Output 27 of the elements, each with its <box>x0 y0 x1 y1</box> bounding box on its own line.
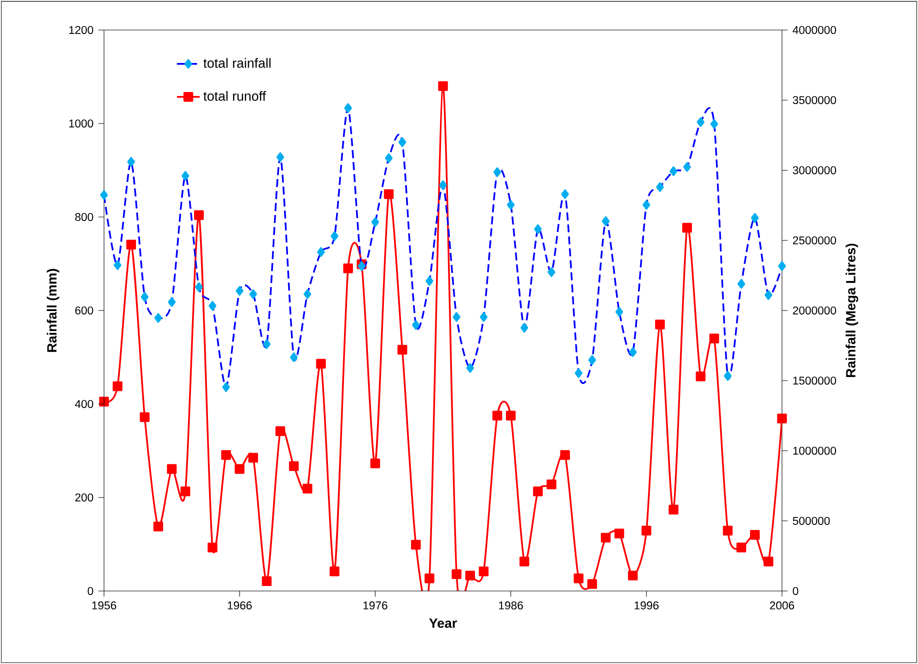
y2-tick-label: 1000000 <box>793 446 836 455</box>
y2-tick-label: 500000 <box>792 516 830 525</box>
y-axis-title: Rainfall (mm) <box>46 268 60 352</box>
x-tick-label: 1986 <box>499 601 523 610</box>
legend-label: total rainfall <box>203 58 271 68</box>
y2-axis-title: Rainfall (Mega Litres) <box>846 244 858 378</box>
y2-tick-label: 2500000 <box>792 236 836 244</box>
x-tick-label: 2006 <box>770 601 794 610</box>
y-tick-label: 1200 <box>69 26 94 34</box>
y2-tick-label: 2000000 <box>792 306 836 314</box>
x-tick-label: 1996 <box>634 601 659 610</box>
x-tick-label: 1966 <box>228 601 252 610</box>
y-tick-label: 600 <box>75 306 94 314</box>
y-tick-label: 0 <box>88 586 94 595</box>
y2-tick-label: 0 <box>792 586 798 595</box>
y-tick-label: 1000 <box>69 119 94 128</box>
x-axis-title: Year <box>429 618 457 628</box>
y-tick-label: 200 <box>75 493 94 502</box>
legend-label: total runoff <box>203 91 266 101</box>
x-tick-label: 1976 <box>363 601 388 610</box>
y2-tick-label: 3000000 <box>792 166 836 174</box>
y-tick-label: 800 <box>75 212 94 221</box>
y2-tick-label: 4000000 <box>792 26 836 34</box>
y-tick-label: 400 <box>74 400 94 408</box>
x-tick-label: 1956 <box>92 601 116 610</box>
y2-tick-label: 3500000 <box>792 96 836 104</box>
y2-tick-label: 1500000 <box>793 376 836 385</box>
